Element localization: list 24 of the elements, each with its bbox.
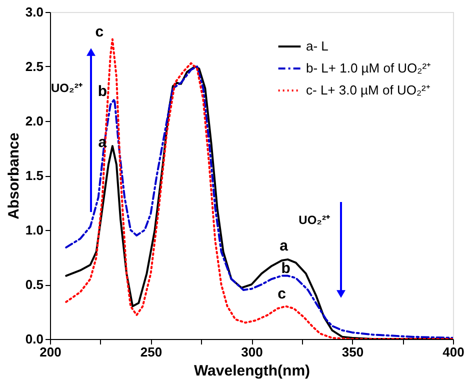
y-tick-label: 1.0 [25, 222, 44, 238]
y-tick-label: 3.0 [25, 4, 44, 20]
x-axis-title: Wavelength(nm) [194, 362, 310, 380]
annotation: b [98, 83, 108, 100]
y-tick-label: 2.5 [25, 59, 44, 74]
annotation: UO₂²⁺ [51, 81, 82, 95]
annotation: c [95, 23, 104, 40]
x-tick-label: 250 [140, 344, 162, 360]
x-tick-label: 200 [40, 344, 62, 360]
annotation: b [281, 260, 290, 277]
annotation: a [280, 237, 289, 254]
legend-label: c- L+ 3.0 µM of UO₂²⁺ [306, 82, 430, 98]
y-tick-label: 0.5 [25, 277, 44, 292]
legend-label: b- L+ 1.0 µM of UO₂²⁺ [306, 60, 431, 76]
y-tick-label: 0.0 [25, 332, 44, 346]
y-axis-title: Absorbance [5, 132, 22, 220]
y-tick-label: 2.0 [25, 114, 44, 128]
annotation: UO₂²⁺ [298, 213, 330, 227]
legend-label: a- L [306, 38, 328, 54]
x-tick-label: 400 [442, 344, 464, 360]
y-tick-label: 1.5 [25, 168, 44, 183]
annotation: c [278, 285, 286, 302]
x-tick-label: 300 [241, 344, 263, 360]
x-tick-label: 350 [342, 344, 364, 360]
